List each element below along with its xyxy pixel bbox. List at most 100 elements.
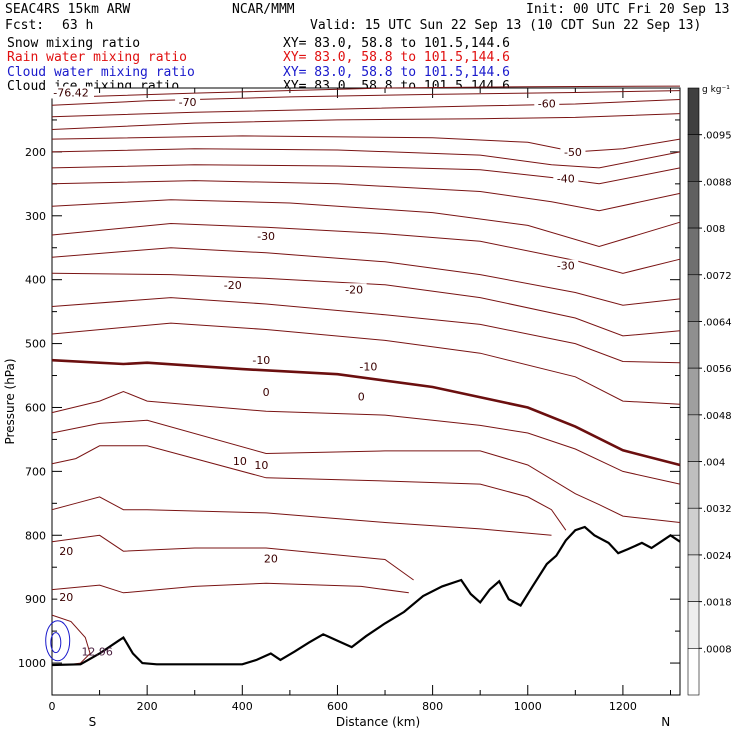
colorbar: .0095 .0088 .008 .0072 .0064 .0056 .0048 .004 .0… [687, 85, 732, 696]
contour-label: -20 [345, 283, 363, 296]
contour-label: -60 [538, 97, 556, 110]
isotherm-line [51, 199, 681, 248]
contour-label-bg [261, 552, 280, 565]
y-tick-label: 300 [25, 210, 46, 223]
colorbar-tick-label: .0008 [703, 644, 732, 655]
contour-label-bg [553, 172, 579, 185]
contour-label: -70 [179, 96, 197, 109]
y-tick-label: 200 [25, 146, 46, 159]
contour-label-bg [553, 259, 579, 272]
contour-label: -30 [557, 260, 575, 273]
cloud-water-contour-inner [50, 632, 62, 654]
x-tick-label: 200 [137, 700, 158, 713]
colorbar-segment [687, 554, 700, 602]
isotherm-line [51, 582, 409, 594]
isotherm-line [51, 148, 681, 169]
isotherm-line [51, 390, 681, 485]
isotherm-line [51, 85, 681, 99]
contour-label-bg [220, 278, 246, 291]
isotherm-line [51, 322, 681, 405]
isotherm-line [51, 135, 681, 153]
colorbar-tick-label: .0032 [703, 504, 732, 515]
contour-label: -76.42 [53, 86, 88, 99]
colorbar-segment [687, 507, 700, 556]
section-end-label: N [661, 715, 670, 729]
contour-label-bg [560, 145, 586, 158]
colorbar-tick-label: .0095 [703, 131, 732, 142]
x-tick-label: 1200 [609, 700, 637, 713]
colorbar-segment [687, 648, 700, 696]
cloud-water-max-label: 12.96 [81, 646, 113, 659]
cloud-water-field-name: Cloud water mixing ratio [7, 65, 195, 80]
x-tick-label: 0 [49, 700, 56, 713]
isotherm-line [51, 99, 681, 118]
contour-label: 10 [254, 459, 268, 472]
y-tick-label: 600 [25, 401, 46, 414]
contour-label-bg [534, 97, 560, 110]
colorbar-tick-label: .0018 [703, 598, 732, 609]
contour-label: -10 [359, 361, 377, 374]
contour-label-bg [57, 545, 76, 558]
isotherm-line [51, 180, 681, 212]
terrain-line [51, 525, 681, 667]
isotherm-line [51, 113, 681, 130]
isotherm-contours [45, 85, 681, 666]
freezing-level-line [51, 358, 681, 467]
snow-field-name: Snow mixing ratio [7, 36, 141, 51]
contour-label: 10 [233, 455, 247, 468]
contour-label-bg [260, 386, 272, 399]
isotherm-line [51, 90, 681, 106]
colorbar-segment [687, 134, 700, 182]
contour-label-bg [355, 360, 381, 373]
isotherm-line [51, 272, 681, 337]
section-start-label: S [89, 715, 97, 729]
isotherm-line [51, 222, 681, 274]
contour-label: -40 [557, 173, 575, 186]
x-tick-label: 800 [422, 700, 443, 713]
contour-label-bg [341, 283, 367, 296]
colorbar-tick-label: .004 [703, 458, 725, 469]
contour-label: -50 [564, 146, 582, 159]
y-axis-label: Pressure (hPa) [3, 358, 17, 444]
colorbar-unit-label: g kg⁻¹ [702, 85, 730, 95]
colorbar-segment [687, 461, 700, 509]
x-tick-label: 600 [327, 700, 348, 713]
forecast-hours: 63 h [62, 18, 94, 33]
contour-labels: -76.42 -70 -60 -50 -40 -30 -30 -20 -20 -10 -10 0 0 10… [48, 86, 586, 659]
contour-label: 0 [263, 386, 270, 399]
y-tick-label: 1000 [18, 657, 46, 670]
snow-field-xy: XY= 83.0, 58.8 to 101.5,144.6 [283, 36, 510, 51]
terrain-profile [51, 525, 681, 667]
model-title: SEAC4RS 15km ARW [5, 2, 131, 17]
contour-label-bg [175, 96, 201, 109]
colorbar-segment [687, 181, 700, 229]
isotherm-line [51, 247, 681, 306]
colorbar-tick-label: .0088 [703, 177, 732, 188]
colorbar-tick-label: .0064 [703, 317, 732, 328]
colorbar-segment [687, 274, 700, 322]
contour-label-bg [252, 458, 271, 471]
colorbar-segment [687, 367, 700, 416]
isotherm-line [51, 297, 681, 364]
contour-label: -10 [252, 354, 270, 367]
colorbar-segment [687, 321, 700, 369]
colorbar-tick-label: .0072 [703, 271, 732, 282]
y-tick-label: 500 [25, 338, 46, 351]
colorbar-tick-label: .0056 [703, 364, 732, 375]
y-tick-label: 800 [25, 529, 46, 542]
contour-label: 0 [358, 391, 365, 404]
isotherm-line [51, 534, 414, 581]
cloud-water-contour [45, 620, 71, 662]
y-tick-label: 400 [25, 274, 46, 287]
colorbar-segment [687, 87, 700, 135]
colorbar-tick-label: .0048 [703, 411, 732, 422]
x-axis-label: Distance (km) [336, 715, 420, 729]
colorbar-tick-label: .0024 [703, 551, 732, 562]
contour-label: 20 [59, 545, 73, 558]
contour-label: -30 [257, 230, 275, 243]
x-tick-label: 400 [232, 700, 253, 713]
isotherm-line [51, 164, 681, 185]
isotherm-line [51, 496, 552, 536]
y-tick-label: 700 [25, 465, 46, 478]
